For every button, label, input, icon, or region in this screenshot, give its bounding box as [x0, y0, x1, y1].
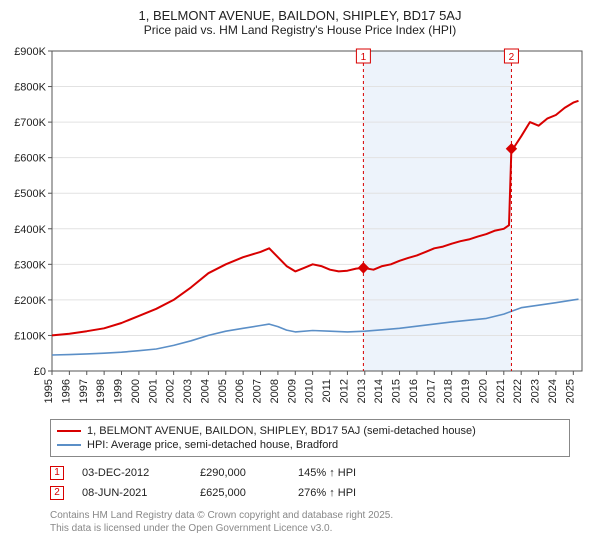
svg-text:2: 2	[509, 52, 515, 63]
legend: 1, BELMONT AVENUE, BAILDON, SHIPLEY, BD1…	[50, 419, 570, 457]
svg-text:2001: 2001	[147, 379, 159, 403]
svg-text:1: 1	[361, 52, 367, 63]
legend-swatch-property	[57, 430, 81, 432]
svg-text:2000: 2000	[130, 379, 142, 403]
svg-text:2004: 2004	[199, 379, 211, 403]
sale-price: £625,000	[200, 487, 280, 499]
svg-text:2016: 2016	[408, 379, 420, 403]
svg-text:1995: 1995	[43, 379, 55, 403]
sales-table: 1 03-DEC-2012 £290,000 145% ↑ HPI 2 08-J…	[50, 463, 590, 503]
footer: Contains HM Land Registry data © Crown c…	[50, 509, 590, 535]
svg-text:£800K: £800K	[14, 82, 46, 94]
svg-text:£0: £0	[34, 366, 46, 378]
chart-subtitle: Price paid vs. HM Land Registry's House …	[10, 23, 590, 37]
svg-text:2021: 2021	[495, 379, 507, 403]
legend-label-hpi: HPI: Average price, semi-detached house,…	[87, 439, 338, 451]
svg-text:£900K: £900K	[14, 46, 46, 58]
svg-text:£300K: £300K	[14, 259, 46, 271]
sale-hpi: 145% ↑ HPI	[298, 467, 398, 479]
svg-text:2018: 2018	[443, 379, 455, 403]
svg-text:2019: 2019	[460, 379, 472, 403]
svg-text:£400K: £400K	[14, 224, 46, 236]
svg-text:2010: 2010	[304, 379, 316, 403]
price-chart: £0 £100K £200K £300K £400K £500K £600K £700K £80…	[10, 43, 590, 413]
svg-text:1997: 1997	[78, 379, 90, 403]
svg-text:2022: 2022	[512, 379, 524, 403]
svg-text:2002: 2002	[165, 379, 177, 403]
svg-text:£100K: £100K	[14, 330, 46, 342]
sale-row: 2 08-JUN-2021 £625,000 276% ↑ HPI	[50, 483, 590, 503]
svg-text:2008: 2008	[269, 379, 281, 403]
legend-label-property: 1, BELMONT AVENUE, BAILDON, SHIPLEY, BD1…	[87, 425, 476, 437]
sale-hpi: 276% ↑ HPI	[298, 487, 398, 499]
svg-text:2006: 2006	[234, 379, 246, 403]
svg-text:2020: 2020	[477, 379, 489, 403]
footer-line: Contains HM Land Registry data © Crown c…	[50, 509, 590, 522]
svg-text:£200K: £200K	[14, 295, 46, 307]
chart-title: 1, BELMONT AVENUE, BAILDON, SHIPLEY, BD1…	[10, 8, 590, 23]
svg-text:2014: 2014	[373, 379, 385, 403]
svg-text:2024: 2024	[547, 379, 559, 403]
sale-date: 08-JUN-2021	[82, 487, 182, 499]
sale-price: £290,000	[200, 467, 280, 479]
svg-text:2023: 2023	[530, 379, 542, 403]
footer-line: This data is licensed under the Open Gov…	[50, 522, 590, 535]
svg-text:2017: 2017	[425, 379, 437, 403]
svg-text:2009: 2009	[286, 379, 298, 403]
svg-text:2007: 2007	[252, 379, 264, 403]
svg-text:2015: 2015	[391, 379, 403, 403]
legend-row-hpi: HPI: Average price, semi-detached house,…	[57, 438, 563, 452]
svg-text:2025: 2025	[564, 379, 576, 403]
svg-text:1998: 1998	[95, 379, 107, 403]
legend-row-property: 1, BELMONT AVENUE, BAILDON, SHIPLEY, BD1…	[57, 424, 563, 438]
svg-text:2012: 2012	[338, 379, 350, 403]
svg-text:£600K: £600K	[14, 153, 46, 165]
svg-text:2005: 2005	[217, 379, 229, 403]
sale-date: 03-DEC-2012	[82, 467, 182, 479]
sale-row: 1 03-DEC-2012 £290,000 145% ↑ HPI	[50, 463, 590, 483]
svg-text:2013: 2013	[356, 379, 368, 403]
svg-text:2003: 2003	[182, 379, 194, 403]
svg-text:£700K: £700K	[14, 117, 46, 129]
svg-text:1999: 1999	[113, 379, 125, 403]
svg-text:1996: 1996	[60, 379, 72, 403]
sale-marker-icon: 1	[50, 466, 64, 480]
sale-marker-icon: 2	[50, 486, 64, 500]
svg-text:2011: 2011	[321, 379, 333, 403]
legend-swatch-hpi	[57, 444, 81, 446]
svg-text:£500K: £500K	[14, 188, 46, 200]
